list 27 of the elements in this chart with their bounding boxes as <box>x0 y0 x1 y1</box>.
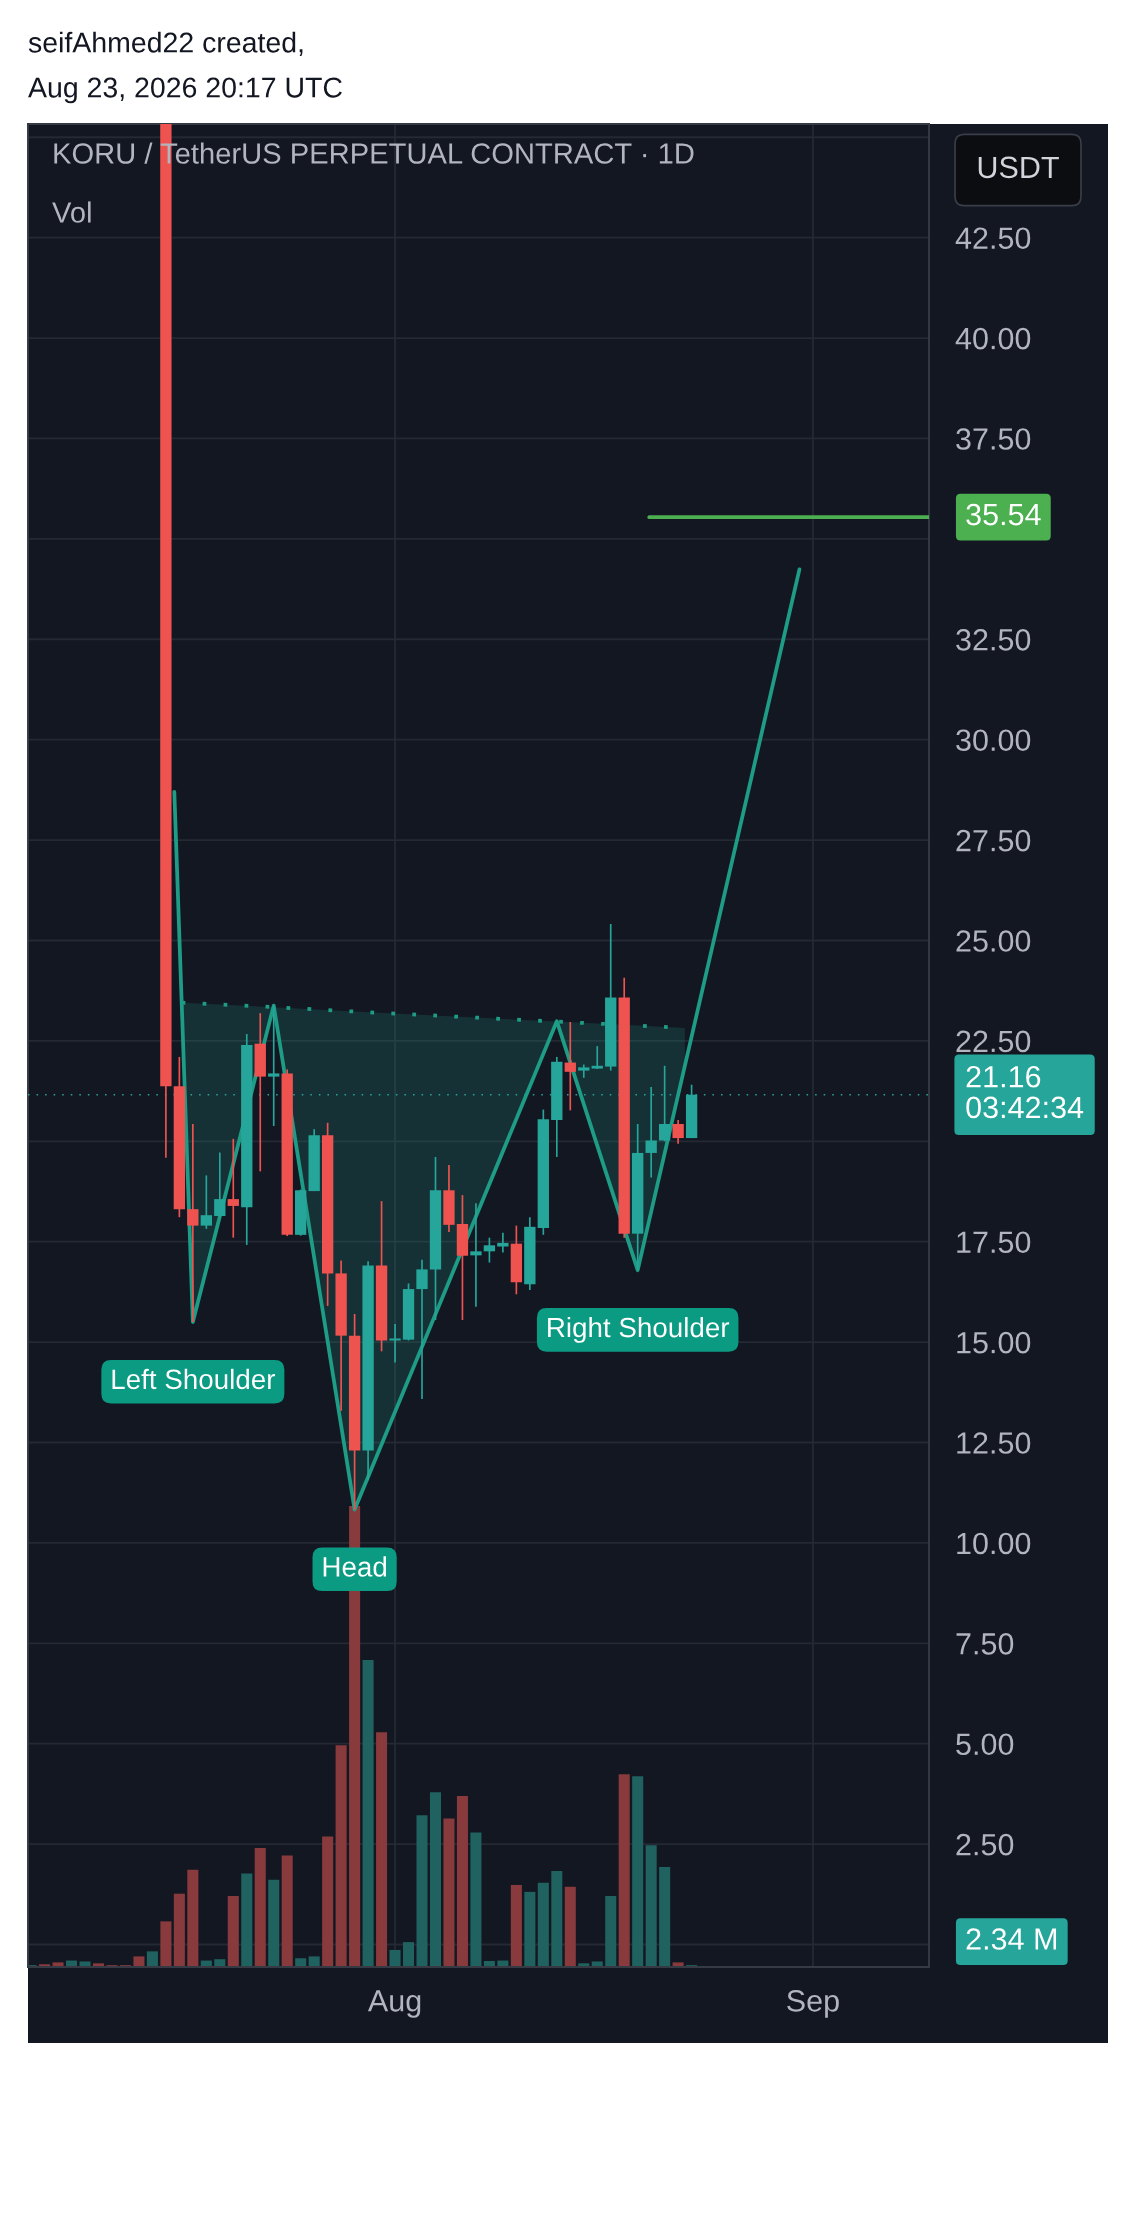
y-tick-label: 22.50 <box>956 1030 1031 1053</box>
y-tick-label: 12.50 <box>957 1432 1031 1454</box>
y-tick-label: 10.00 <box>957 1532 1031 1555</box>
x-tick-label: Aug <box>367 1990 421 2018</box>
y-tick-label: 37.50 <box>956 428 1031 450</box>
y-tick-label: 27.50 <box>956 829 1031 852</box>
chart-title: Vol <box>52 201 91 223</box>
y-axis-title: USDT <box>978 156 1059 179</box>
text: seifAhmed22 created, <box>28 31 303 57</box>
y-tick-label: 42.50 <box>955 227 1031 250</box>
data-label: 35.54 <box>966 503 1041 526</box>
y-tick-label: 2.50 <box>956 1833 1014 1856</box>
y-tick-label: 7.50 <box>956 1633 1014 1655</box>
x-tick-label: Sep <box>787 1990 839 2018</box>
y-tick-label: 40.00 <box>955 327 1031 350</box>
y-tick-label: 5.00 <box>956 1733 1014 1756</box>
y-tick-label: 30.00 <box>956 729 1031 752</box>
y-tick-label: 17.50 <box>957 1231 1031 1254</box>
text: 2.34 M <box>966 1928 1057 1950</box>
ref-line-label: 21.16 03:42:34 <box>966 1065 1084 1119</box>
annotation: Right Shoulder <box>548 1316 730 1343</box>
annotation: Left Shoulder <box>112 1368 276 1390</box>
annotation: Head <box>323 1556 387 1577</box>
text: Aug 23, 2026 20:17 UTC <box>28 77 342 104</box>
y-tick-label: 25.00 <box>956 930 1031 952</box>
y-tick-label: 32.50 <box>956 629 1031 651</box>
y-tick-label: 15.00 <box>957 1331 1031 1354</box>
